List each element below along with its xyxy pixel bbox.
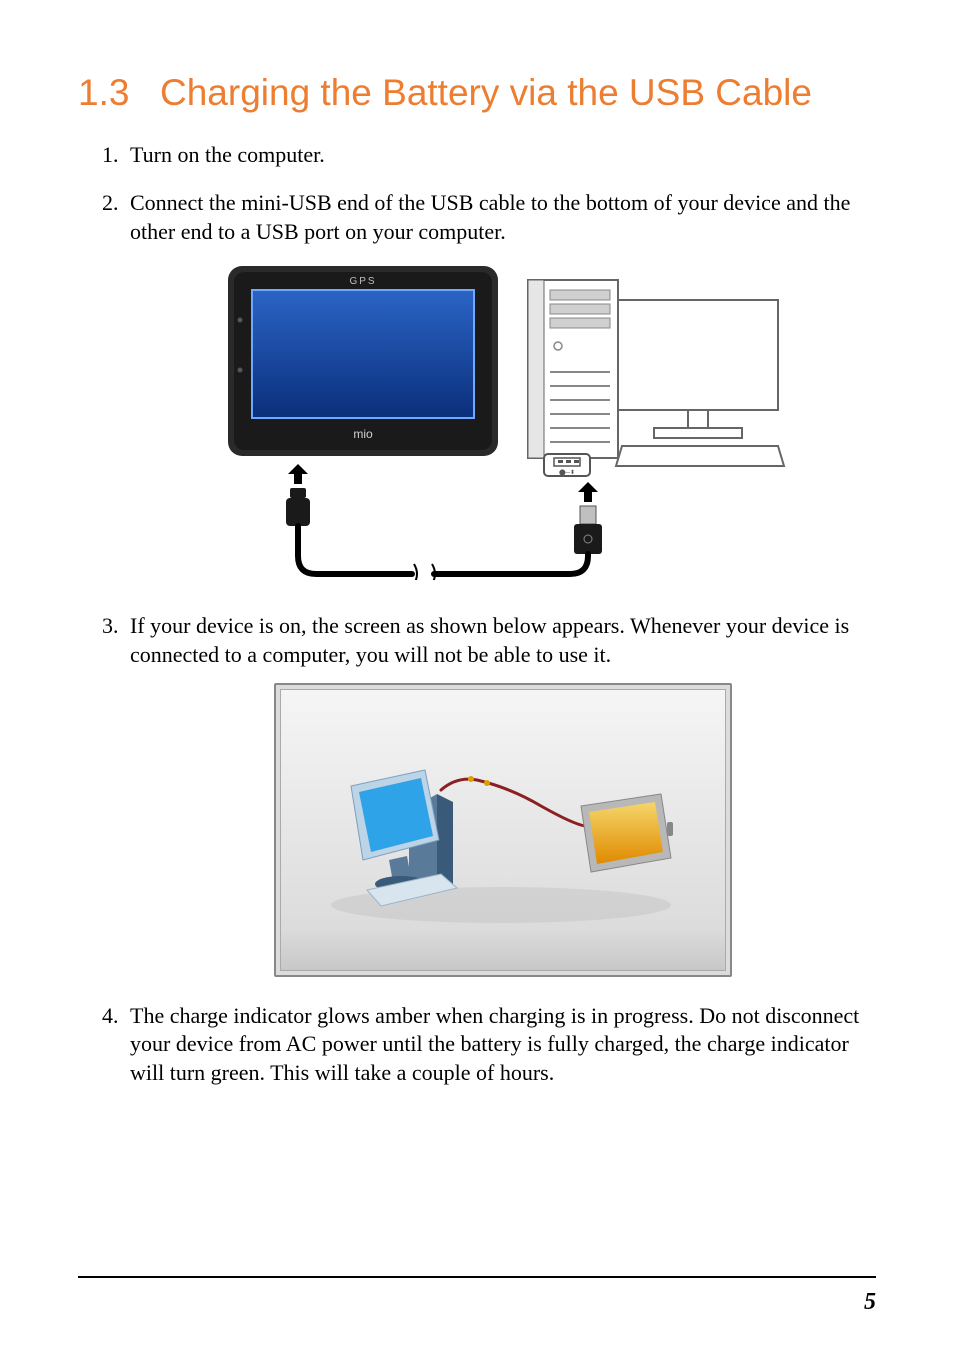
step-3: If your device is on, the screen as show… [124, 612, 876, 978]
gps-label: GPS [349, 276, 376, 287]
usb-port-icon: ⬤─⬍ [544, 454, 590, 476]
mini-usb-plug-icon [286, 464, 310, 526]
section-heading: 1.3Charging the Battery via the USB Cabl… [78, 72, 876, 115]
heading-number: 1.3 [78, 72, 160, 115]
usb-a-plug-icon [574, 482, 602, 554]
step-4: The charge indicator glows amber when ch… [124, 1002, 876, 1088]
svg-text:⬤─⬍: ⬤─⬍ [559, 469, 575, 476]
page: 1.3Charging the Battery via the USB Cabl… [0, 0, 954, 1352]
heading-text: Charging the Battery via the USB Cable [160, 72, 812, 113]
usb-cable-icon [286, 464, 602, 580]
figure-usb-connection: GPS mio [130, 260, 876, 588]
device-icon [581, 794, 673, 872]
step-2: Connect the mini-USB end of the USB cabl… [124, 189, 876, 588]
desktop-computer-icon: ⬤─⬍ [528, 280, 784, 476]
page-number: 5 [864, 1289, 876, 1316]
gps-device-icon: GPS mio [228, 266, 498, 456]
footer-rule [78, 1276, 876, 1278]
brand-label: mio [353, 427, 373, 441]
figure-connection-screen [130, 683, 876, 978]
connection-cable-icon [441, 776, 585, 826]
step-1: Turn on the computer. [124, 141, 876, 170]
steps-list: Turn on the computer. Connect the mini-U… [78, 141, 876, 1088]
